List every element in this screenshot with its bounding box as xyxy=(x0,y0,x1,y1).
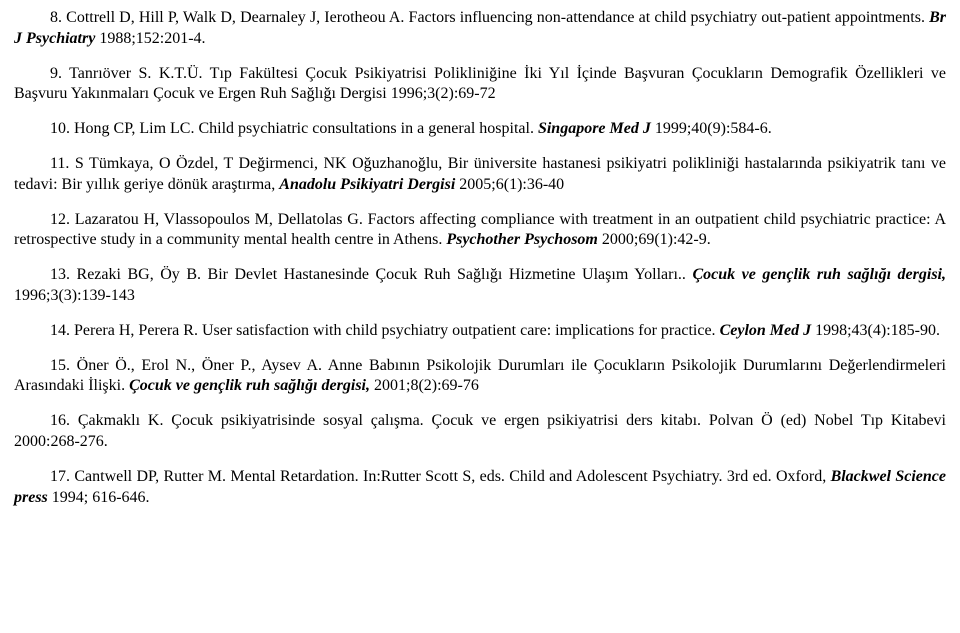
reference-text-post: 1998;43(4):185-90. xyxy=(811,322,940,339)
reference-journal: Çocuk ve gençlik ruh sağlığı dergisi, xyxy=(129,377,370,394)
reference-number: 15. xyxy=(14,356,70,377)
reference-text-post: 1988;152:201-4. xyxy=(95,30,205,47)
reference-journal: Anadolu Psikiyatri Dergisi xyxy=(279,176,455,193)
reference-text-post: 2000;69(1):42-9. xyxy=(598,231,711,248)
reference-text-pre: Tanrıöver S. K.T.Ü. Tıp Fakültesi Çocuk … xyxy=(14,65,946,103)
reference-journal: Psychother Psychosom xyxy=(446,231,598,248)
reference-item: 12. Lazaratou H, Vlassopoulos M, Dellato… xyxy=(14,210,946,252)
reference-item: 13. Rezaki BG, Öy B. Bir Devlet Hastanes… xyxy=(14,265,946,307)
reference-item: 9. Tanrıöver S. K.T.Ü. Tıp Fakültesi Çoc… xyxy=(14,64,946,106)
reference-number: 17. xyxy=(14,467,70,488)
reference-item: 17. Cantwell DP, Rutter M. Mental Retard… xyxy=(14,467,946,509)
reference-number: 11. xyxy=(14,154,69,175)
reference-item: 14. Perera H, Perera R. User satisfactio… xyxy=(14,321,946,342)
references-list: 8. Cottrell D, Hill P, Walk D, Dearnaley… xyxy=(14,8,946,508)
reference-text-post: 1999;40(9):584-6. xyxy=(651,120,772,137)
reference-text-pre: Cottrell D, Hill P, Walk D, Dearnaley J,… xyxy=(66,9,929,26)
reference-journal: Ceylon Med J xyxy=(720,322,812,339)
reference-number: 14. xyxy=(14,321,70,342)
reference-item: 11. S Tümkaya, O Özdel, T Değirmenci, NK… xyxy=(14,154,946,196)
reference-journal: Singapore Med J xyxy=(538,120,651,137)
reference-item: 8. Cottrell D, Hill P, Walk D, Dearnaley… xyxy=(14,8,946,50)
reference-number: 10. xyxy=(14,119,70,140)
reference-journal: Çocuk ve gençlik ruh sağlığı dergisi, xyxy=(692,266,946,283)
reference-number: 9. xyxy=(14,64,62,85)
reference-text-pre: Cantwell DP, Rutter M. Mental Retardatio… xyxy=(74,468,830,485)
reference-text-pre: Rezaki BG, Öy B. Bir Devlet Hastanesinde… xyxy=(77,266,693,283)
reference-text-post: 2005;6(1):36-40 xyxy=(455,176,564,193)
reference-text-post: 1996;3(3):139-143 xyxy=(14,287,135,304)
reference-text-pre: Çakmaklı K. Çocuk psikiyatrisinde sosyal… xyxy=(14,412,946,450)
reference-text-post: 2001;8(2):69-76 xyxy=(370,377,479,394)
reference-text-pre: Perera H, Perera R. User satisfaction wi… xyxy=(74,322,720,339)
reference-text-pre: Hong CP, Lim LC. Child psychiatric consu… xyxy=(74,120,538,137)
reference-number: 16. xyxy=(14,411,70,432)
reference-number: 8. xyxy=(14,8,62,29)
reference-item: 15. Öner Ö., Erol N., Öner P., Aysev A. … xyxy=(14,356,946,398)
reference-text-post: 1994; 616-646. xyxy=(48,489,150,506)
reference-item: 10. Hong CP, Lim LC. Child psychiatric c… xyxy=(14,119,946,140)
reference-number: 12. xyxy=(14,210,70,231)
reference-number: 13. xyxy=(14,265,70,286)
reference-item: 16. Çakmaklı K. Çocuk psikiyatrisinde so… xyxy=(14,411,946,453)
